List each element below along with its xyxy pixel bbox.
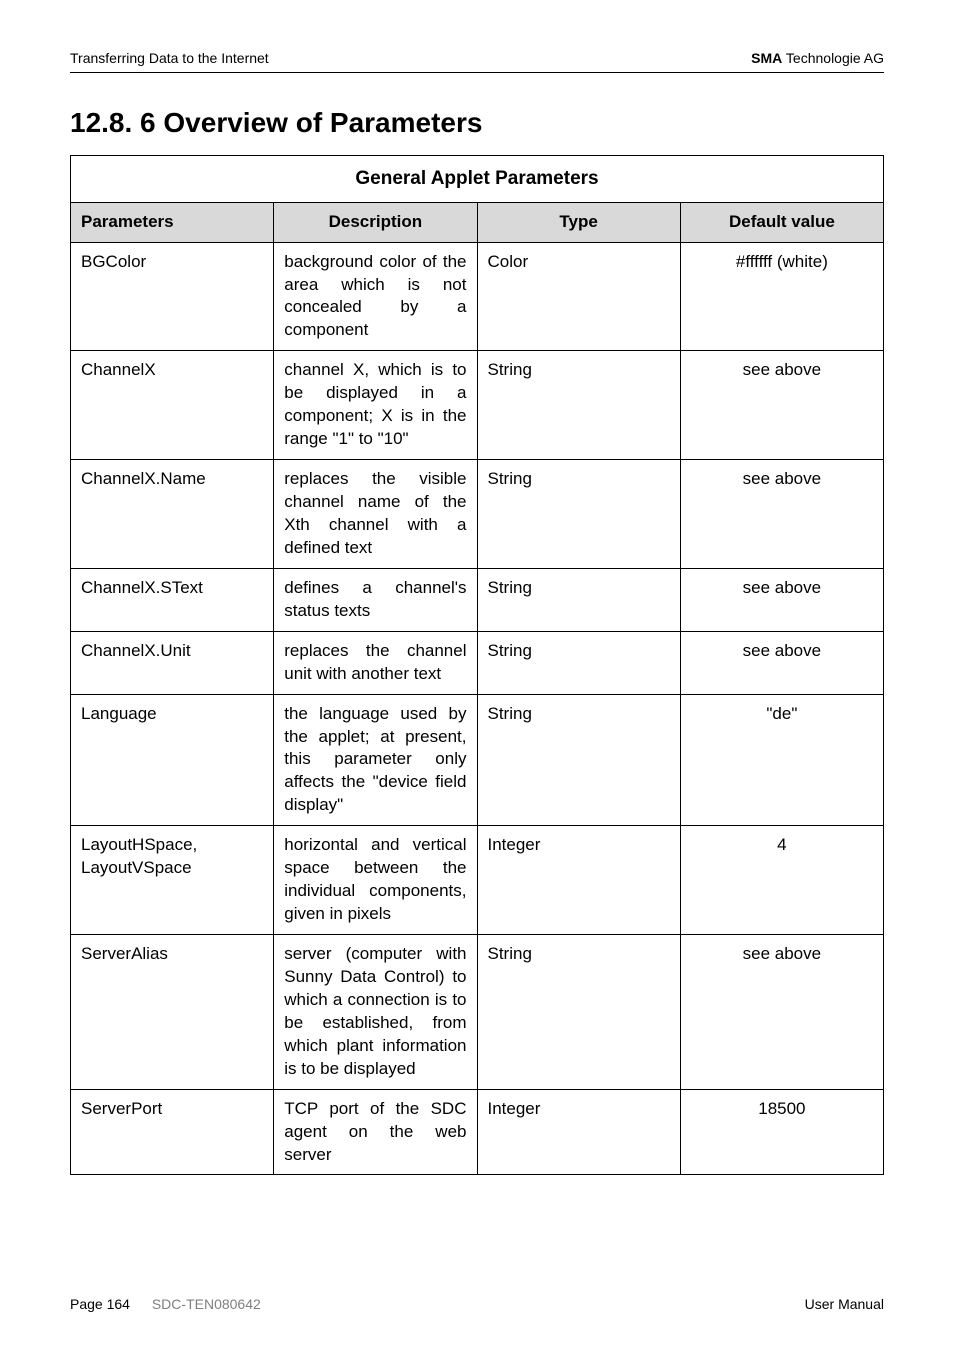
col-header-type: Type xyxy=(477,202,680,242)
param-type: Integer xyxy=(477,1089,680,1175)
param-default: #ffffff (white) xyxy=(680,242,883,351)
param-name: ChannelX xyxy=(71,351,274,460)
param-name: BGColor xyxy=(71,242,274,351)
param-desc: replaces the visible channel name of the… xyxy=(274,460,477,569)
param-type: Color xyxy=(477,242,680,351)
param-desc: horizontal and vertical space between th… xyxy=(274,826,477,935)
table-row: ChannelX.Name replaces the visible chann… xyxy=(71,460,884,569)
param-type: String xyxy=(477,935,680,1090)
param-name: LayoutHSpace, LayoutVSpace xyxy=(71,826,274,935)
param-type: String xyxy=(477,694,680,826)
param-name: ServerAlias xyxy=(71,935,274,1090)
table-row: LayoutHSpace, LayoutVSpace horizontal an… xyxy=(71,826,884,935)
param-default: see above xyxy=(680,568,883,631)
param-name: ChannelX.Unit xyxy=(71,631,274,694)
param-desc: server (computer with Sunny Data Control… xyxy=(274,935,477,1090)
footer: Page 164 SDC-TEN080642 User Manual xyxy=(70,1276,884,1312)
param-name: ServerPort xyxy=(71,1089,274,1175)
param-desc: background color of the area which is no… xyxy=(274,242,477,351)
table-row: ChannelX channel X, which is to be displ… xyxy=(71,351,884,460)
header-left: Transferring Data to the Internet xyxy=(70,50,269,66)
header-right-rest: Technologie AG xyxy=(782,50,884,66)
header-rule xyxy=(70,72,884,73)
footer-left: Page 164 SDC-TEN080642 xyxy=(70,1296,261,1312)
param-desc: TCP port of the SDC agent on the web ser… xyxy=(274,1089,477,1175)
col-header-description: Description xyxy=(274,202,477,242)
table-row: ChannelX.SText defines a channel's statu… xyxy=(71,568,884,631)
param-name: ChannelX.SText xyxy=(71,568,274,631)
col-header-default: Default value xyxy=(680,202,883,242)
footer-code: SDC-TEN080642 xyxy=(152,1296,261,1312)
footer-page: Page 164 xyxy=(70,1296,130,1312)
param-default: "de" xyxy=(680,694,883,826)
param-default: see above xyxy=(680,935,883,1090)
parameters-table: General Applet Parameters Parameters Des… xyxy=(70,155,884,1175)
col-header-parameters: Parameters xyxy=(71,202,274,242)
param-name: Language xyxy=(71,694,274,826)
param-desc: the language used by the applet; at pres… xyxy=(274,694,477,826)
param-default: see above xyxy=(680,631,883,694)
param-default: see above xyxy=(680,460,883,569)
table-caption: General Applet Parameters xyxy=(71,156,884,203)
param-type: String xyxy=(477,460,680,569)
header-right-bold: SMA xyxy=(751,50,782,66)
param-name: ChannelX.Name xyxy=(71,460,274,569)
table-row: Language the language used by the applet… xyxy=(71,694,884,826)
header-right: SMA Technologie AG xyxy=(751,50,884,66)
param-type: String xyxy=(477,351,680,460)
param-default: 18500 xyxy=(680,1089,883,1175)
footer-right: User Manual xyxy=(805,1296,884,1312)
table-body: BGColor background color of the area whi… xyxy=(71,242,884,1175)
param-desc: defines a channel's status texts xyxy=(274,568,477,631)
param-type: String xyxy=(477,631,680,694)
param-default: see above xyxy=(680,351,883,460)
table-row: BGColor background color of the area whi… xyxy=(71,242,884,351)
table-row: ServerPort TCP port of the SDC agent on … xyxy=(71,1089,884,1175)
param-type: Integer xyxy=(477,826,680,935)
param-desc: replaces the channel unit with another t… xyxy=(274,631,477,694)
param-type: String xyxy=(477,568,680,631)
table-row: ChannelX.Unit replaces the channel unit … xyxy=(71,631,884,694)
table-row: ServerAlias server (computer with Sunny … xyxy=(71,935,884,1090)
section-title: 12.8. 6 Overview of Parameters xyxy=(70,107,884,139)
param-default: 4 xyxy=(680,826,883,935)
param-desc: channel X, which is to be displayed in a… xyxy=(274,351,477,460)
